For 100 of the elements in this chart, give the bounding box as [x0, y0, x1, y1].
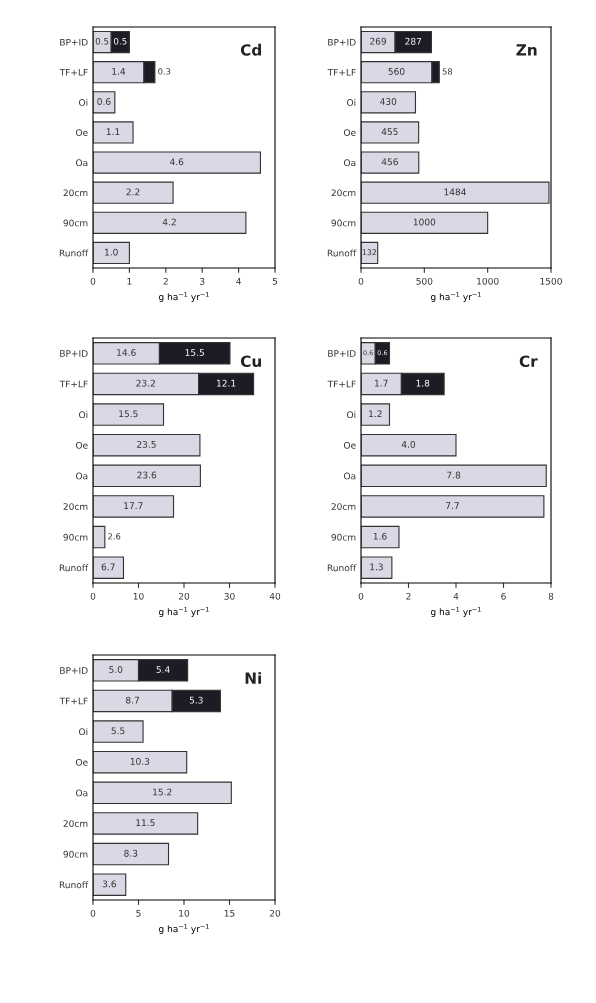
data-label: 1.7 — [375, 379, 388, 387]
x-tick-label: 20 — [269, 909, 281, 917]
y-tick-label: Runoff — [327, 249, 357, 257]
x-tick-label: 8 — [548, 592, 554, 600]
x-axis-title: g ha$^{−1}$ yr$^{−1}$ — [158, 607, 209, 617]
y-tick-label: TF+LF — [59, 380, 88, 388]
data-label: 4.0 — [401, 440, 416, 448]
y-tick-label: 90cm — [331, 533, 356, 541]
text: Cu — [240, 355, 261, 367]
x-axis-title: g ha$^{−1}$ yr$^{−1}$ — [158, 924, 209, 934]
y-tick-label: Oe — [75, 441, 88, 449]
x-tick-label: 15 — [224, 910, 235, 917]
x-tick-label: 2 — [406, 592, 411, 600]
x-tick-label: 4 — [453, 593, 459, 600]
y-tick-label: Oi — [79, 411, 88, 419]
bar — [361, 525, 400, 549]
y-tick-label: TF+LF — [327, 69, 356, 76]
y-tick-label: BP+ID — [328, 38, 356, 46]
x-tick-label: 40 — [269, 592, 281, 600]
data-label: 3.6 — [102, 880, 116, 888]
y-tick-label: BP+ID — [60, 38, 88, 46]
data-label: 23.2 — [136, 379, 155, 387]
data-label: 1484 — [444, 188, 466, 196]
y-tick-label: Oa — [76, 159, 88, 167]
x-tick-label: 3 — [200, 277, 205, 285]
bar — [93, 121, 134, 144]
bar — [93, 181, 174, 204]
y-tick-label: Oi — [347, 411, 356, 419]
bar — [93, 211, 247, 234]
data-label: 10.3 — [130, 757, 150, 765]
y-tick-label: Oi — [79, 728, 88, 736]
y-tick-label: 20cm — [63, 189, 88, 197]
bar — [93, 403, 165, 426]
data-label: 560 — [388, 67, 405, 75]
data-label: 1.3 — [370, 563, 383, 571]
bar — [93, 720, 144, 743]
data-label: 15.5 — [185, 349, 204, 356]
data-label: 12.1 — [217, 379, 236, 387]
y-tick-label: Runoff — [59, 881, 89, 889]
y-tick-label: Oa — [76, 789, 88, 797]
y-tick-label: Oi — [79, 98, 88, 106]
bar — [93, 556, 125, 579]
y-tick-label: Oa — [344, 472, 356, 480]
data-label: 4.6 — [169, 158, 184, 166]
data-label: 8.3 — [124, 849, 138, 857]
text: Cd — [240, 43, 261, 56]
x-tick-label: 5 — [272, 278, 278, 285]
y-tick-label: 20cm — [331, 189, 356, 197]
data-label: 11.5 — [136, 819, 155, 827]
bar — [93, 812, 199, 835]
x-tick-label: 0 — [358, 277, 364, 285]
data-label: 1.2 — [369, 410, 382, 418]
data-label: 7.8 — [447, 471, 461, 479]
bar — [361, 211, 489, 234]
y-tick-label: 90cm — [331, 219, 356, 227]
data-label: 1.0 — [105, 248, 118, 256]
data-label: 2.2 — [126, 188, 140, 196]
y-tick-label: 20cm — [63, 820, 88, 827]
x-tick-label: 30 — [224, 592, 235, 600]
y-tick-label: Runoff — [59, 249, 89, 257]
data-label: 0.5 — [113, 38, 127, 45]
data-label: 4.2 — [162, 218, 176, 226]
data-label: 1000 — [413, 218, 436, 226]
data-label: 430 — [380, 98, 397, 105]
y-tick-label: TF+LF — [327, 380, 356, 388]
data-label: 17.7 — [124, 502, 143, 509]
data-label: 287 — [405, 37, 422, 45]
data-label: 1.6 — [373, 532, 387, 540]
bar — [93, 873, 127, 896]
text: Zn — [516, 44, 537, 56]
data-label: 1.4 — [112, 68, 126, 75]
x-tick-label: 1500 — [540, 277, 562, 285]
data-label: 5.0 — [109, 666, 123, 673]
y-tick-label: BP+ID — [60, 350, 88, 357]
bar — [93, 151, 261, 174]
text: Ni — [245, 672, 261, 684]
text: Cr — [519, 355, 538, 367]
x-tick-label: 20 — [178, 592, 190, 600]
bar — [93, 241, 130, 265]
bar — [361, 181, 550, 204]
y-tick-label: 20cm — [331, 503, 356, 510]
data-label: 23.6 — [137, 471, 157, 479]
x-tick-label: 5 — [136, 910, 141, 917]
y-tick-label: Oe — [75, 758, 88, 766]
y-tick-label: Oe — [343, 129, 356, 136]
x-axis-title: g ha$^{−1}$ yr$^{−1}$ — [158, 292, 209, 302]
bar — [361, 403, 391, 426]
bar — [93, 750, 188, 774]
data-label: 5.5 — [111, 727, 125, 735]
bar — [93, 842, 170, 866]
x-tick-label: 10 — [133, 592, 144, 600]
data-label: 0.5 — [95, 38, 109, 45]
bar — [361, 91, 417, 114]
data-label: 269 — [370, 37, 387, 45]
x-tick-label: 6 — [501, 592, 506, 600]
data-label: 456 — [381, 158, 398, 166]
data-label: 14.6 — [117, 349, 136, 356]
y-tick-label: BP+ID — [328, 350, 356, 357]
x-tick-label: 4 — [236, 278, 241, 285]
y-tick-label: TF+LF — [59, 69, 88, 76]
